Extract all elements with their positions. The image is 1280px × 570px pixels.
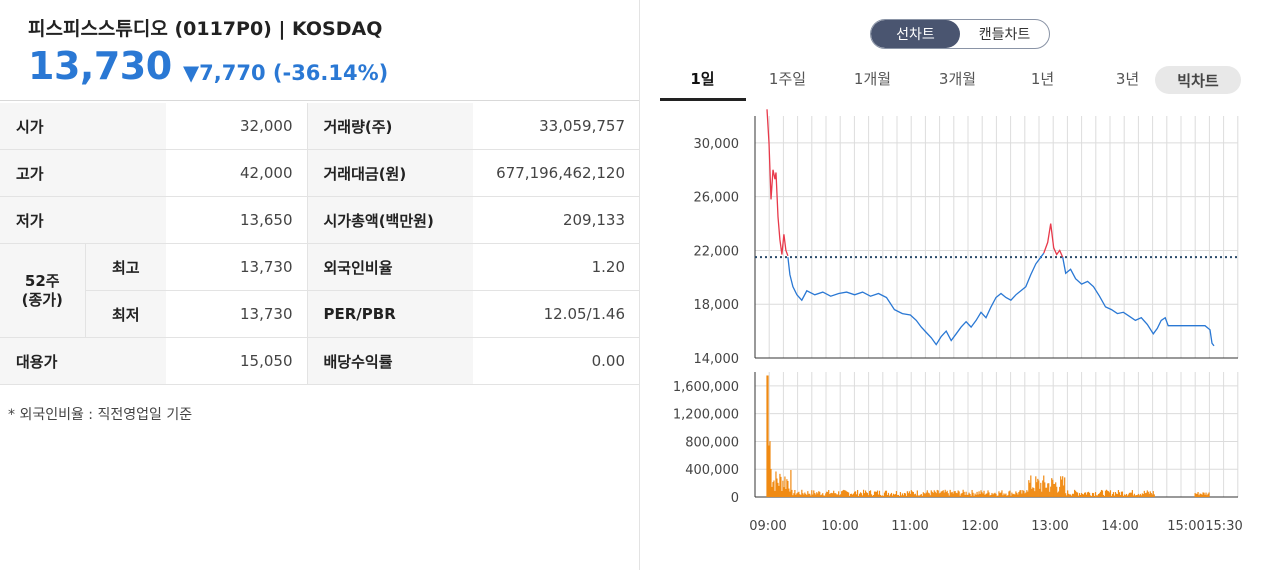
time-x-axis: 09:00 10:00 11:00 12:00 13:00 14:00 15:00 15:30: [749, 519, 1242, 534]
price-tick-label: 26,000: [694, 191, 740, 206]
table-row: 고가 42,000 거래대금(원) 677,196,462,120: [0, 149, 639, 197]
table-row: 52주 (종가) 최고 13,730 외국인비율 1.20: [0, 243, 639, 338]
foreign-label: 외국인비율: [306, 243, 473, 291]
open-value: 32,000: [166, 103, 307, 150]
ref-price-value: 15,050: [166, 337, 307, 385]
time-tick-label: 11:00: [891, 519, 928, 534]
volume-value: 33,059,757: [473, 103, 639, 150]
volume-tick-label: 400,000: [685, 463, 739, 478]
line-chart-button[interactable]: 선차트: [871, 20, 960, 48]
amount-label: 거래대금(원): [306, 149, 473, 197]
price-line-up: [1043, 223, 1064, 258]
week52-high-label: 최고: [85, 243, 166, 291]
chart-panel: 선차트 캔들차트 1일 1주일 1개월 3개월 1년 3년 빅차트 30,000…: [640, 0, 1280, 570]
volume-tick-label: 800,000: [685, 435, 739, 450]
stock-title: 피스피스스튜디오 (0117P0) | KOSDAQ: [28, 18, 383, 40]
volume-tick-label: 0: [731, 491, 739, 506]
week52-label: 52주 (종가): [0, 243, 86, 338]
volume-y-axis: 1,600,000 1,200,000 800,000 400,000 0: [673, 380, 739, 506]
volume-tick-label: 1,200,000: [673, 408, 739, 423]
stock-info-table: 시가 32,000 거래량(주) 33,059,757 고가 42,000 거래…: [0, 103, 639, 385]
dividend-value: 0.00: [473, 337, 639, 385]
footnote: * 외국인비율 : 직전영업일 기준: [8, 407, 193, 423]
time-tick-label: 13:00: [1031, 519, 1068, 534]
time-tick-label: 15:00: [1167, 519, 1204, 534]
price-grid: [754, 116, 1239, 359]
tab-3year[interactable]: 3년: [1115, 70, 1140, 88]
open-label: 시가: [0, 103, 166, 150]
per-pbr-value: 12.05/1.46: [473, 290, 639, 338]
price-tick-label: 14,000: [694, 352, 740, 367]
current-price: 13,730: [28, 44, 172, 88]
price-line-down: [1062, 257, 1215, 347]
big-chart-button[interactable]: 빅차트: [1155, 66, 1241, 94]
tab-1month[interactable]: 1개월: [853, 70, 892, 88]
time-tick-label: 10:00: [821, 519, 858, 534]
candle-chart-button[interactable]: 캔들차트: [978, 27, 1031, 43]
stock-header: 피스피스스튜디오 (0117P0) | KOSDAQ 13,730 ▼7,770…: [0, 0, 639, 101]
stock-info-panel: 피스피스스튜디오 (0117P0) | KOSDAQ 13,730 ▼7,770…: [0, 0, 640, 570]
tab-1year[interactable]: 1년: [1030, 70, 1055, 88]
low-label: 저가: [0, 196, 166, 244]
volume-grid: [754, 372, 1239, 498]
price-tick-label: 18,000: [694, 298, 740, 313]
price-line-up: [766, 109, 789, 257]
mcap-value: 209,133: [473, 196, 639, 244]
table-row: 시가 32,000 거래량(주) 33,059,757: [0, 103, 639, 150]
week52-low-label: 최저: [85, 290, 166, 338]
price-line-down: [787, 252, 1045, 346]
foreign-value: 1.20: [473, 243, 639, 291]
tab-1day[interactable]: 1일: [690, 70, 715, 88]
week52-low-value: 13,730: [166, 290, 307, 338]
time-tick-label: 14:00: [1101, 519, 1138, 534]
week52-high-value: 13,730: [166, 243, 307, 291]
high-value: 42,000: [166, 149, 307, 197]
table-row: 저가 13,650 시가총액(백만원) 209,133: [0, 196, 639, 244]
table-row: 최저 13,730 PER/PBR 12.05/1.46: [0, 290, 639, 338]
time-tick-label: 09:00: [749, 519, 786, 534]
price-tick-label: 30,000: [694, 137, 740, 152]
mcap-label: 시가총액(백만원): [306, 196, 473, 244]
time-tick-label: 12:00: [961, 519, 998, 534]
dividend-label: 배당수익률: [306, 337, 473, 385]
price-volume-chart: 30,000 26,000 22,000 18,000 14,000 1,600,000…: [673, 109, 1243, 534]
amount-value: 677,196,462,120: [473, 149, 639, 197]
tab-3month[interactable]: 3개월: [938, 70, 977, 88]
volume-bars: [766, 375, 1210, 497]
period-tabs: 1일 1주일 1개월 3개월 1년 3년: [660, 64, 1260, 102]
high-label: 고가: [0, 149, 166, 197]
chart-type-toggle: 선차트 캔들차트: [870, 19, 1050, 49]
table-row: 대용가 15,050 배당수익률 0.00: [0, 337, 639, 385]
volume-tick-label: 1,600,000: [673, 380, 739, 395]
active-tab-underline: [660, 98, 746, 101]
low-value: 13,650: [166, 196, 307, 244]
price-series: [766, 109, 1215, 347]
price-change: ▼7,770 (-36.14%): [183, 61, 389, 85]
per-pbr-label: PER/PBR: [306, 290, 473, 338]
price-y-axis: 30,000 26,000 22,000 18,000 14,000: [694, 137, 740, 367]
price-tick-label: 22,000: [694, 244, 740, 259]
volume-label: 거래량(주): [306, 103, 473, 150]
time-tick-label: 15:30: [1205, 519, 1242, 534]
ref-price-label: 대용가: [0, 337, 166, 385]
tab-1week[interactable]: 1주일: [768, 70, 807, 88]
